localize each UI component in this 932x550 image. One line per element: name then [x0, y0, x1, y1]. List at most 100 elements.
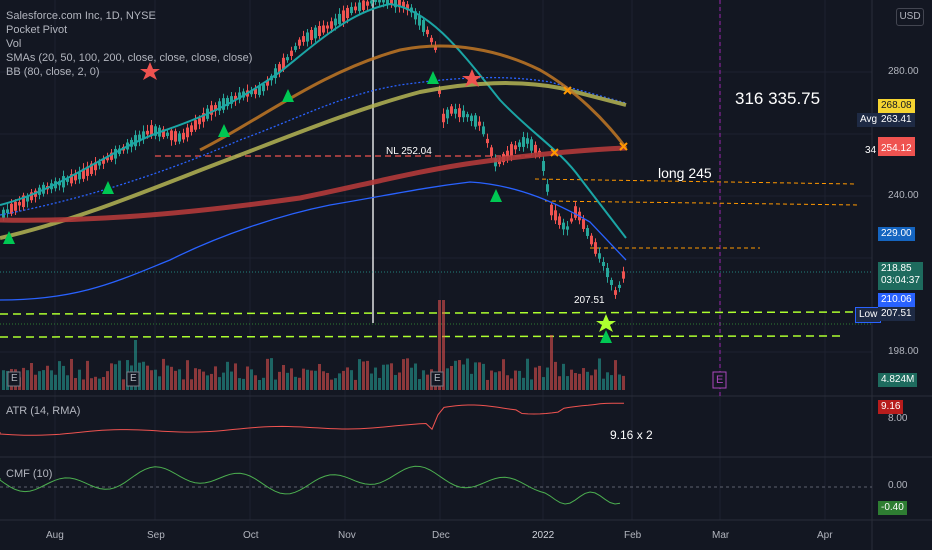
- bar-countdown: 03:04:37: [881, 275, 920, 286]
- volume-bar: [518, 370, 521, 390]
- volume-bar: [82, 379, 85, 390]
- candle-body: [174, 131, 177, 142]
- volume-bar: [2, 370, 5, 390]
- candle-body: [154, 126, 157, 136]
- volume-bar: [102, 376, 105, 390]
- volume-bar: [262, 377, 265, 390]
- volume-bar: [310, 370, 313, 390]
- star-markers: [140, 62, 616, 332]
- candle-body: [402, 1, 405, 8]
- volume-bar: [326, 372, 329, 390]
- volume-bar: [330, 379, 333, 390]
- nl-annotation[interactable]: NL 252.04: [386, 146, 432, 157]
- candle-body: [178, 133, 181, 142]
- volume-bar: [306, 369, 309, 390]
- earnings-marker-2[interactable]: E: [130, 373, 137, 384]
- candle-body: [510, 144, 513, 156]
- support-level-upper[interactable]: [0, 311, 873, 315]
- volume-bar: [566, 376, 569, 390]
- long-level-line[interactable]: [534, 178, 856, 185]
- candle-body: [186, 127, 189, 138]
- candle-body: [558, 216, 561, 225]
- volume-bar: [602, 378, 605, 390]
- atr-note-annotation[interactable]: 9.16 x 2: [610, 428, 653, 442]
- price-tick: 198.00: [888, 346, 919, 357]
- atr-title[interactable]: ATR (14, RMA): [6, 405, 81, 417]
- volume-bar: [454, 360, 457, 390]
- volume-bar: [274, 379, 277, 390]
- volume-bar: [598, 358, 601, 390]
- volume-bar: [506, 375, 509, 390]
- candle-body: [22, 195, 25, 208]
- candle-body: [310, 29, 313, 41]
- legend-volume[interactable]: Vol: [6, 38, 22, 50]
- cmf-title[interactable]: CMF (10): [6, 468, 53, 480]
- volume-tag: 4.824M: [878, 373, 918, 387]
- candle-body: [250, 90, 253, 95]
- volume-bar: [178, 369, 181, 390]
- volume-bar: [342, 370, 345, 390]
- earnings-marker-1[interactable]: E: [11, 373, 18, 384]
- candle-body: [422, 20, 425, 32]
- candle-body: [554, 210, 557, 221]
- volume-bar: [258, 379, 261, 390]
- candle-body: [114, 148, 117, 159]
- time-label: Sep: [147, 530, 165, 541]
- candle-body: [110, 152, 113, 160]
- volume-bar: [422, 370, 425, 390]
- candle-body: [382, 0, 385, 3]
- volume-bar: [530, 379, 533, 390]
- cmf-value-tag: -0.40: [878, 501, 907, 515]
- candle-body: [282, 57, 285, 70]
- last-price-value: 218.85: [881, 263, 912, 274]
- currency-button[interactable]: USD: [896, 8, 924, 26]
- volume-bar: [482, 363, 485, 390]
- time-label: Feb: [624, 530, 642, 541]
- low-price-annotation[interactable]: 207.51: [574, 295, 605, 306]
- big-numbers-annotation[interactable]: 316 335.75: [735, 89, 821, 108]
- candle-body: [406, 4, 409, 11]
- volume-bar: [534, 367, 537, 390]
- support-level-lower[interactable]: [0, 335, 846, 338]
- candle-body: [266, 79, 269, 86]
- long-annotation[interactable]: long 245: [658, 165, 712, 181]
- volume-bar: [418, 379, 421, 390]
- volume-bar: [198, 369, 201, 390]
- candle-body: [550, 204, 553, 216]
- legend-smas[interactable]: SMAs (20, 50, 100, 200, close, close, cl…: [6, 52, 253, 64]
- volume-bar: [606, 372, 609, 390]
- candle-body: [218, 101, 221, 111]
- candle-body: [506, 150, 509, 158]
- volume-bar: [234, 363, 237, 390]
- earnings-marker-3[interactable]: E: [434, 373, 441, 384]
- volume-bar: [618, 374, 621, 390]
- candle-body: [290, 50, 293, 56]
- candle-body: [6, 209, 9, 214]
- time-label: Dec: [432, 530, 450, 541]
- volume-bar: [550, 335, 553, 390]
- volume-bar: [50, 370, 53, 390]
- candlesticks: [2, 0, 625, 299]
- volume-bar: [106, 371, 109, 390]
- legend-bollinger[interactable]: BB (80, close, 2, 0): [6, 66, 100, 78]
- legend-pocket-pivot[interactable]: Pocket Pivot: [6, 24, 68, 36]
- volume-bar: [590, 375, 593, 390]
- candle-body: [322, 25, 325, 33]
- volume-bar: [378, 377, 381, 390]
- pocket-pivot-markers: [3, 71, 612, 343]
- price-tick: 280.00: [888, 66, 919, 77]
- candle-body: [254, 88, 257, 95]
- volume-bar: [290, 368, 293, 390]
- earnings-markers[interactable]: [7, 371, 727, 389]
- candle-body: [598, 253, 601, 259]
- earnings-marker-upcoming[interactable]: E: [716, 374, 724, 386]
- volume-bar: [22, 367, 25, 390]
- resistance-level-line[interactable]: [544, 200, 861, 206]
- volume-bar: [30, 362, 33, 390]
- volume-bar: [158, 376, 161, 390]
- candle-body: [614, 290, 617, 295]
- symbol-title[interactable]: Salesforce.com Inc, 1D, NYSE: [6, 10, 156, 22]
- volume-bar: [474, 362, 477, 390]
- candle-body: [590, 235, 593, 245]
